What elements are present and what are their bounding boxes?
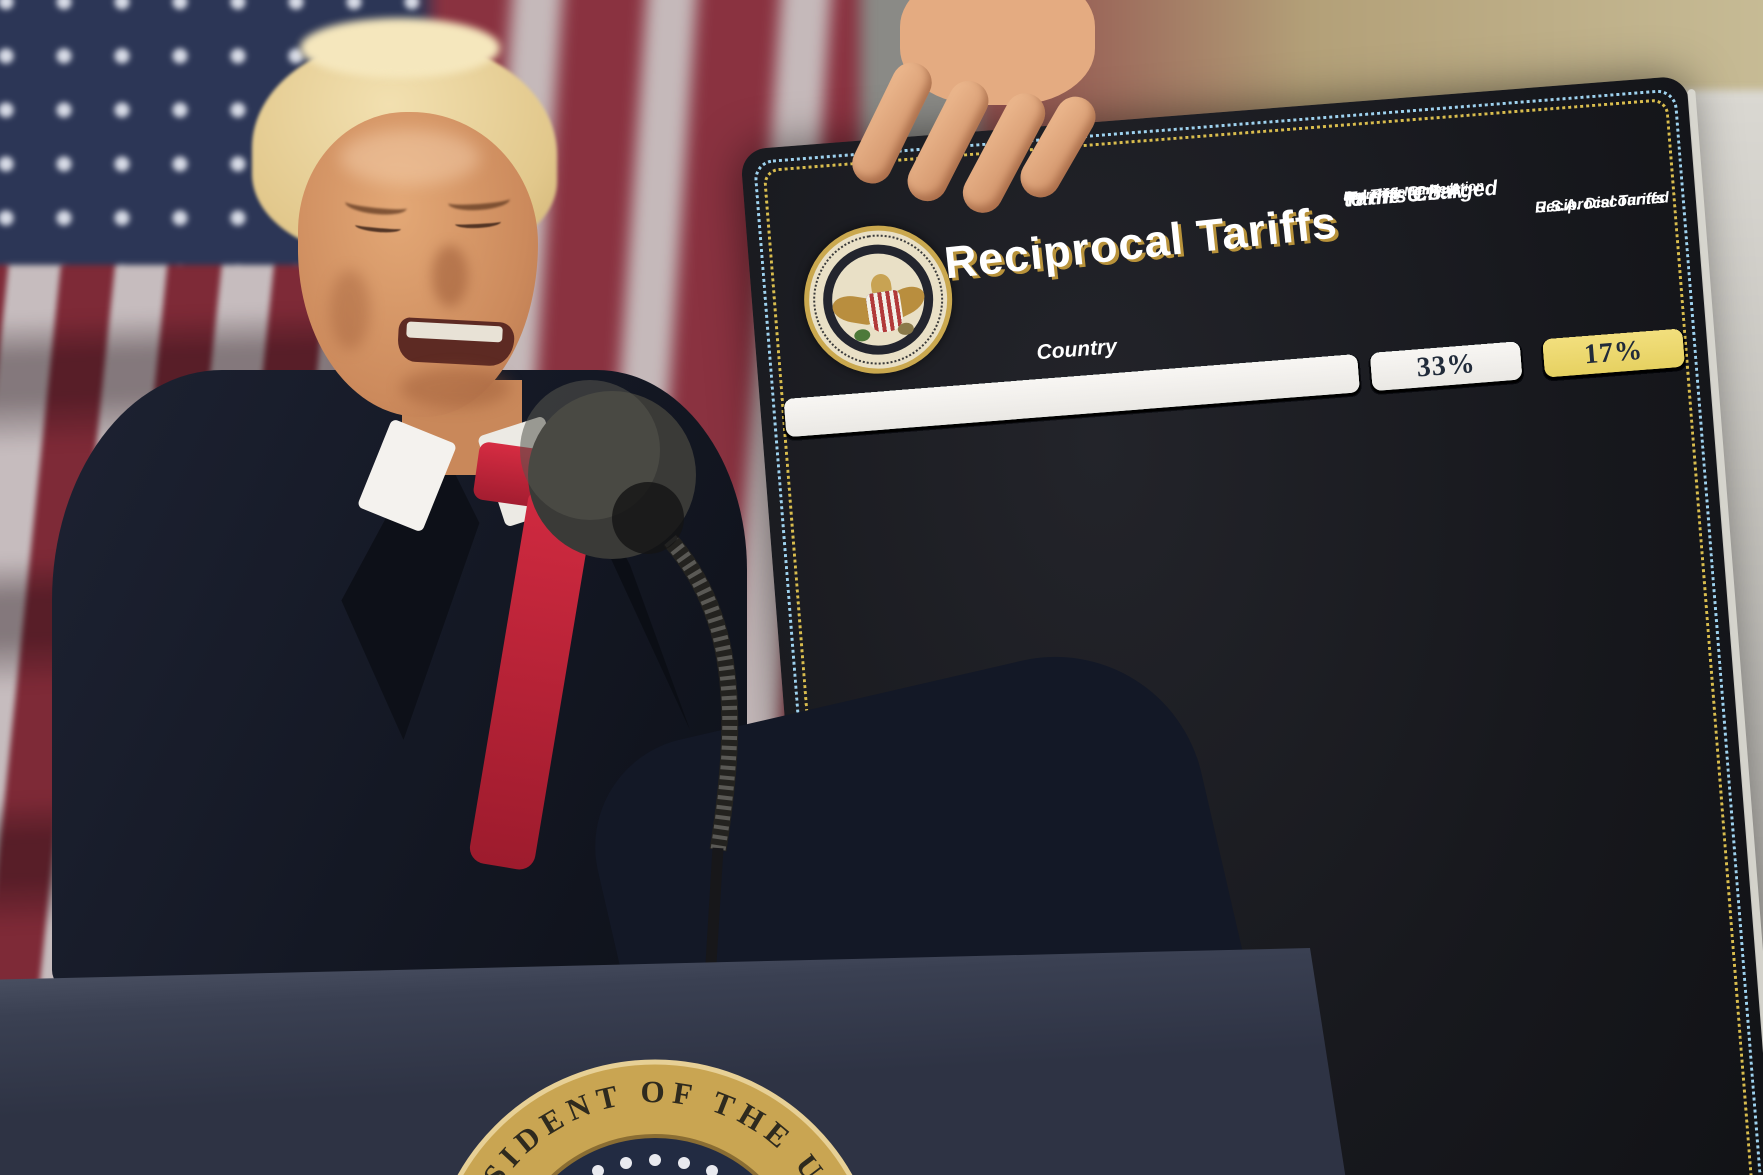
podium: SIDENT OF THE U (0, 948, 1348, 1175)
mic-windscreen-shade (520, 380, 660, 520)
podium-presidential-seal: SIDENT OF THE U (430, 1059, 882, 1175)
nose-shadow (432, 245, 468, 307)
seal-stars (592, 1154, 718, 1175)
teeth (406, 321, 503, 343)
face (298, 112, 538, 417)
chin-shadow (400, 368, 510, 408)
mouth (396, 316, 516, 368)
palm (900, 0, 1095, 105)
mic-stand-rod (704, 847, 724, 981)
cheek-shadow (330, 270, 370, 350)
mic-gooseneck-coil (664, 535, 738, 852)
mic-gooseneck (663, 534, 739, 852)
hair-highlight (300, 18, 500, 78)
microphone (520, 380, 739, 981)
mic-capsule (612, 482, 684, 554)
forehead-highlight (340, 130, 480, 185)
